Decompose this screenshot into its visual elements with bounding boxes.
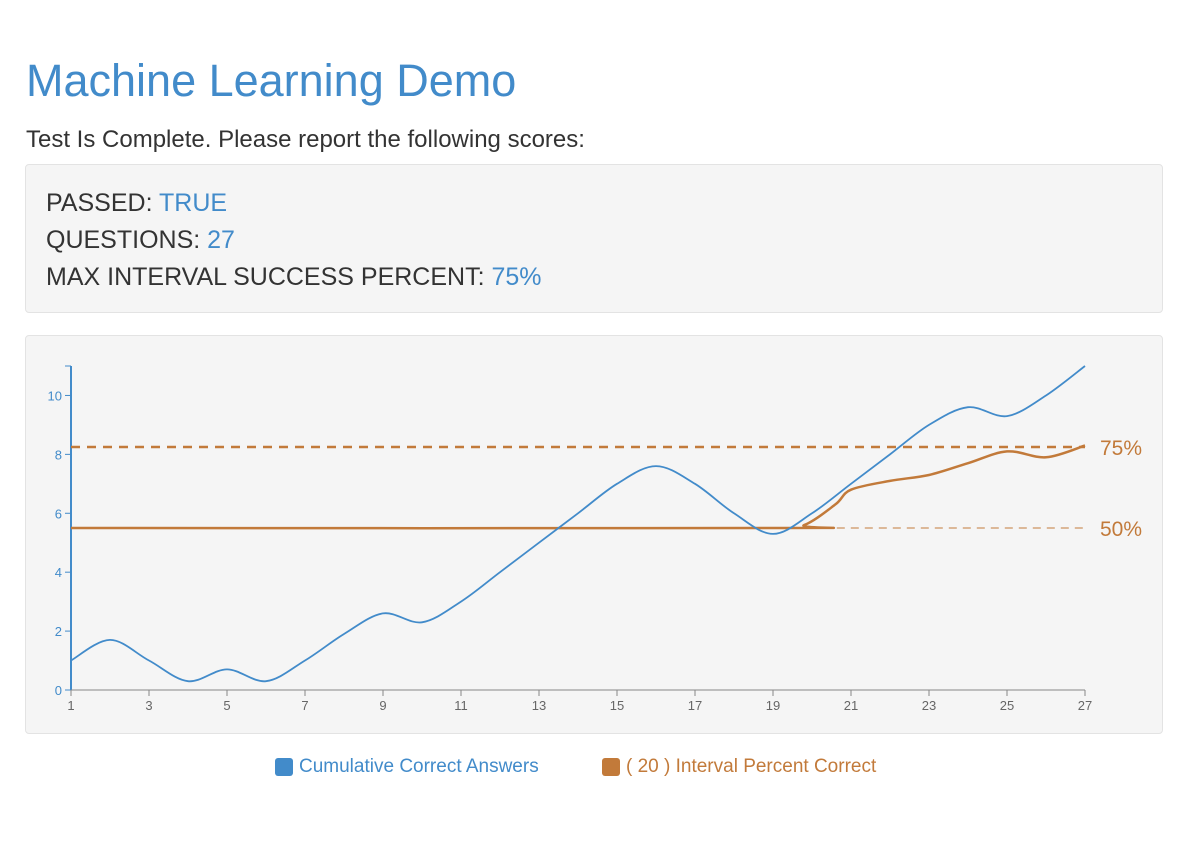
x-tick-label: 3 [145,698,152,713]
x-tick-label: 11 [454,698,468,713]
x-tick-label: 5 [223,698,230,713]
reference-label-75: 75% [1100,437,1142,460]
page-subtitle: Test Is Complete. Please report the foll… [26,126,585,153]
y-tick-label: 10 [48,388,62,403]
series-lines [70,365,1086,683]
chart-legend: Cumulative Correct Answers ( 20 ) Interv… [275,756,934,782]
legend-swatch-interval [601,758,620,776]
x-tick-label: 7 [301,698,308,713]
y-axis: 0 2 4 6 8 10 [48,365,72,698]
max-interval-value: 75% [491,263,542,291]
legend-swatch-cumulative [275,758,293,776]
legend-item-cumulative: Cumulative Correct Answers [275,756,539,778]
results-panel: PASSED: TRUE QUESTIONS: 27 MAX INTERVAL … [25,164,1163,313]
x-tick-label: 27 [1078,698,1092,713]
legend-item-interval: ( 20 ) Interval Percent Correct [601,756,877,778]
max-interval-row: MAX INTERVAL SUCCESS PERCENT: 75% [46,259,1162,296]
page-title: Machine Learning Demo [26,55,517,106]
x-tick-label: 13 [532,698,546,713]
y-tick-label: 4 [55,565,62,580]
series-line-cumulative [70,365,1086,683]
x-tick-label: 23 [922,698,936,713]
max-interval-label: MAX INTERVAL SUCCESS PERCENT: [46,263,485,291]
x-tick-label: 15 [610,698,624,713]
legend-label-cumulative: Cumulative Correct Answers [299,756,539,777]
questions-row: QUESTIONS: 27 [46,222,1162,259]
x-tick-label: 17 [688,698,702,713]
y-tick-label: 6 [55,506,62,521]
y-tick-label: 2 [55,624,62,639]
reference-lines: 75% 50% [71,437,1142,541]
passed-label: PASSED: [46,189,153,217]
chart-panel: 0 2 4 6 8 10 1 3 5 7 9 11 13 15 17 19 21 23 25 27 75% 50% [25,335,1163,734]
y-tick-label: 8 [55,447,62,462]
passed-value: TRUE [159,189,228,217]
reference-label-50: 50% [1100,518,1142,541]
x-tick-label: 25 [1000,698,1014,713]
questions-label: QUESTIONS: [46,226,201,254]
x-tick-label: 9 [379,698,386,713]
questions-value: 27 [207,226,235,254]
y-tick-label: 0 [55,683,62,698]
x-axis: 1 3 5 7 9 11 13 15 17 19 21 23 25 27 [67,689,1092,713]
x-tick-label: 21 [844,698,858,713]
x-tick-label: 19 [766,698,780,713]
legend-label-interval: ( 20 ) Interval Percent Correct [625,756,877,777]
passed-row: PASSED: TRUE [46,185,1162,222]
series-line-interval-percent [70,444,1086,530]
x-tick-label: 1 [67,698,74,713]
